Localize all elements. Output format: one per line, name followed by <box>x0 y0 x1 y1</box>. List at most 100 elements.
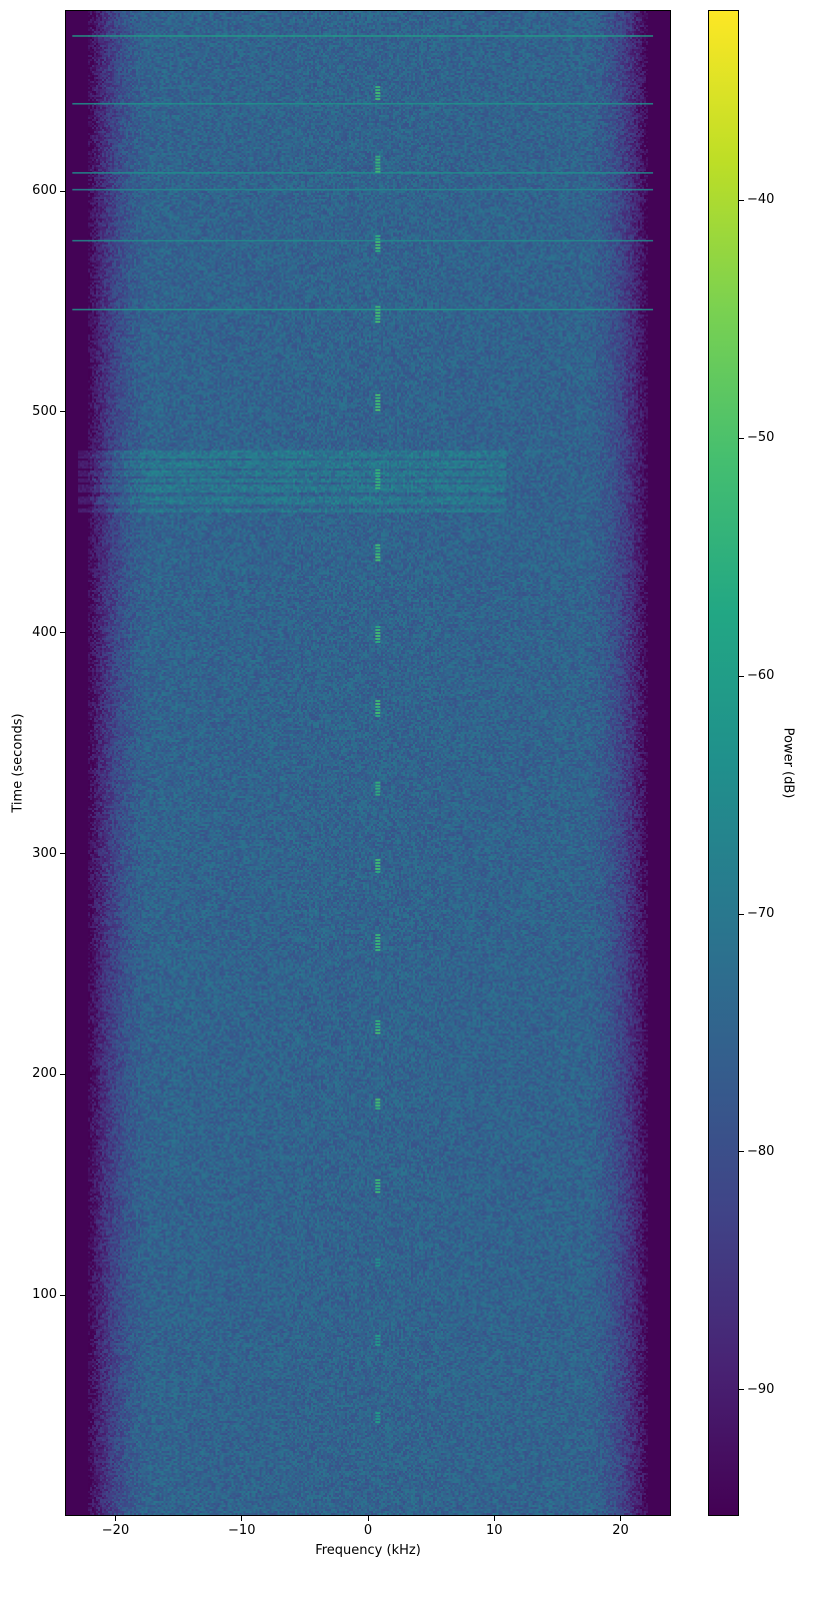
tone-burst-mark <box>375 635 380 637</box>
colorbar-tick-label: −60 <box>747 668 774 683</box>
tone-burst-mark <box>375 544 380 546</box>
tone-burst-mark <box>375 709 380 711</box>
tone-burst-mark <box>375 484 380 486</box>
colorbar-label: Power (dB) <box>781 728 796 799</box>
tone-burst-mark <box>375 1023 380 1025</box>
tone-burst-mark <box>375 469 380 471</box>
tone-burst-mark <box>375 946 380 948</box>
x-tick-label: −20 <box>102 1523 129 1538</box>
tone-burst-mark <box>375 321 380 323</box>
tone-burst-mark <box>375 162 380 164</box>
colorbar-tick-label: −40 <box>747 192 774 207</box>
tone-burst-mark <box>375 247 380 249</box>
tone-burst-mark <box>375 1099 380 1101</box>
tone-burst-mark <box>375 171 380 173</box>
tone-burst-mark <box>375 235 380 237</box>
y-tick <box>60 853 65 854</box>
tone-burst-mark <box>375 238 380 240</box>
tone-burst-mark <box>375 1191 380 1193</box>
tone-burst-mark <box>375 859 380 861</box>
colorbar-tick <box>739 200 744 201</box>
horizontal-line-mark <box>72 103 653 105</box>
tone-burst-mark <box>375 1185 380 1187</box>
tone-burst-mark <box>375 1338 380 1340</box>
tone-burst-mark <box>375 556 380 558</box>
tone-burst-mark <box>375 250 380 252</box>
tone-burst-mark <box>375 478 380 480</box>
horizontal-line-mark <box>72 189 653 191</box>
tone-burst-mark <box>375 547 380 549</box>
tone-burst-mark <box>375 715 380 717</box>
tone-burst-mark <box>375 629 380 631</box>
tone-burst-mark <box>375 487 380 489</box>
y-tick-label: 500 <box>32 404 57 419</box>
tone-burst-mark <box>375 865 380 867</box>
colorbar-tick <box>739 676 744 677</box>
y-axis-label: Time (seconds) <box>11 713 26 812</box>
tone-burst-mark <box>375 98 380 100</box>
tone-burst-mark <box>375 632 380 634</box>
tone-burst-mark <box>375 1344 380 1346</box>
tone-burst-mark <box>375 406 380 408</box>
tone-burst-mark <box>375 400 380 402</box>
y-tick-label: 600 <box>32 183 57 198</box>
colorbar <box>708 10 739 1516</box>
x-tick-label: 20 <box>612 1523 629 1538</box>
tone-burst-mark <box>375 937 380 939</box>
colorbar-tick-label: −90 <box>747 1382 774 1397</box>
colorbar-tick-label: −50 <box>747 430 774 445</box>
y-tick <box>60 632 65 633</box>
y-tick <box>60 411 65 412</box>
tone-burst-mark <box>375 788 380 790</box>
colorbar-tick <box>739 914 744 915</box>
colorbar-tick <box>739 1389 744 1390</box>
tone-burst-mark <box>375 306 380 308</box>
spectrogram-plot-area <box>65 10 671 1516</box>
tone-burst-mark <box>375 86 380 88</box>
y-tick-label: 400 <box>32 625 57 640</box>
tone-burst-mark <box>375 409 380 411</box>
tone-burst-mark <box>375 1179 380 1181</box>
tone-burst-mark <box>375 92 380 94</box>
y-tick <box>60 191 65 192</box>
x-tick <box>494 1516 495 1521</box>
x-tick-label: −10 <box>228 1523 255 1538</box>
tone-burst-mark <box>375 241 380 243</box>
tone-burst-mark <box>375 871 380 873</box>
colorbar-tick <box>739 438 744 439</box>
tone-burst-mark <box>375 1029 380 1031</box>
y-tick-label: 300 <box>32 846 57 861</box>
tone-burst-mark <box>375 1418 380 1420</box>
tone-burst-mark <box>375 312 380 314</box>
tone-burst-mark <box>375 934 380 936</box>
tone-burst-mark <box>375 95 380 97</box>
colorbar-tick-label: −80 <box>747 1144 774 1159</box>
tone-burst-mark <box>375 394 380 396</box>
x-tick <box>241 1516 242 1521</box>
tone-burst-mark <box>375 403 380 405</box>
tone-burst-mark <box>375 1421 380 1423</box>
horizontal-line-mark <box>72 309 653 311</box>
tone-burst-mark <box>375 165 380 167</box>
tone-burst-mark <box>375 868 380 870</box>
tone-burst-mark <box>375 943 380 945</box>
tone-burst-mark <box>375 1412 380 1414</box>
colorbar-tick <box>739 1151 744 1152</box>
tone-burst-mark <box>375 1265 380 1267</box>
tone-burst-mark <box>375 156 380 158</box>
tone-burst-mark <box>375 397 380 399</box>
tone-burst-mark <box>375 785 380 787</box>
tone-burst-mark <box>375 309 380 311</box>
x-tick <box>368 1516 369 1521</box>
tone-burst-mark <box>375 481 380 483</box>
tone-burst-mark <box>375 1415 380 1417</box>
tone-burst-mark <box>375 1259 380 1261</box>
tone-burst-mark <box>375 794 380 796</box>
y-tick <box>60 1295 65 1296</box>
x-axis-label: Frequency (kHz) <box>315 1543 421 1558</box>
tone-burst-mark <box>375 475 380 477</box>
horizontal-line-mark <box>72 172 653 174</box>
x-tick <box>620 1516 621 1521</box>
tone-burst-mark <box>375 949 380 951</box>
spectrogram-features <box>66 11 671 1516</box>
